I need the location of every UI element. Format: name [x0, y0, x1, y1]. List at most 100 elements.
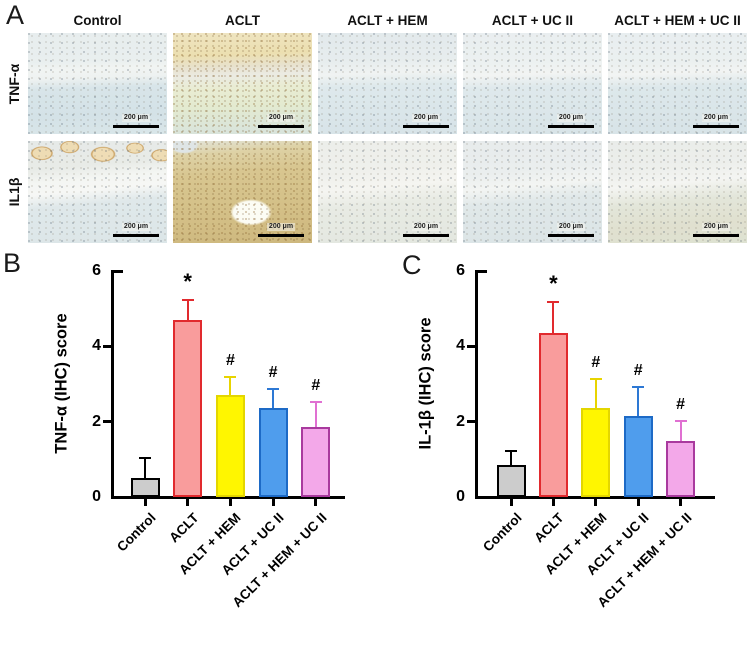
scale-bar-line [258, 233, 304, 237]
y-tick [103, 420, 111, 424]
column-header-aclt-ucii: ACLT + UC II [491, 13, 574, 28]
x-tick [594, 499, 598, 506]
y-axis-top-hook [114, 270, 123, 273]
micrograph-il1b-hem: 200 μm [318, 141, 457, 243]
panel-a-letter: A [6, 0, 25, 30]
error-bar-line [594, 378, 597, 410]
column-header-aclt-hem-ucii: ACLT + HEM + UC II [614, 13, 741, 28]
column-header-control: Control [73, 13, 122, 28]
y-tick [103, 344, 111, 348]
x-tick [551, 499, 555, 506]
scale-bar-line [693, 124, 739, 128]
x-tick [143, 499, 147, 506]
scale-bar: 200 μm [693, 106, 739, 128]
panel-c-letter: C [402, 250, 422, 280]
il1-beta-ihc-bar-chart: IL-1β (IHC) score 0 2 4 6 Control ACLT * ACLT +… [376, 250, 752, 668]
error-bar-line [186, 299, 189, 321]
scale-bar-line [113, 124, 159, 128]
scale-bar-label: 200 μm [411, 113, 441, 122]
bar-aclt-hem-uc-ii [301, 427, 331, 497]
micrograph-tnf-control: 200 μm [28, 33, 167, 134]
scale-bar-label: 200 μm [556, 222, 586, 231]
bar-control [130, 478, 160, 497]
panel-b-letter: B [3, 248, 22, 278]
scale-bar-label: 200 μm [411, 222, 441, 231]
scale-bar: 200 μm [258, 215, 304, 237]
significance-marker: # [591, 354, 601, 372]
bar-aclt-hem [581, 408, 611, 497]
scale-bar: 200 μm [258, 106, 304, 128]
tnf-alpha-ihc-bar-chart: TNF-α (IHC) score 0 2 4 6 Control ACLT * ACLT +… [0, 250, 376, 668]
scale-bar-line [403, 233, 449, 237]
scale-bar-label: 200 μm [701, 222, 731, 231]
bar-aclt-uc-ii [623, 416, 653, 497]
scale-bar-line [403, 124, 449, 128]
bar-aclt-hem [215, 395, 245, 497]
x-tick [271, 499, 275, 506]
scale-bar: 200 μm [403, 215, 449, 237]
x-tick [509, 499, 513, 506]
row-label-il1-beta: IL1β [6, 177, 22, 207]
micrograph-il1b-hem-ucii: 200 μm [608, 141, 747, 243]
y-axis-title-tnf: TNF-α (IHC) score [52, 313, 71, 454]
scale-bar-label: 200 μm [121, 113, 151, 122]
column-header-aclt: ACLT [225, 13, 260, 28]
y-tick-label: 2 [92, 412, 101, 430]
bar-aclt-hem-uc-ii [666, 440, 696, 497]
y-tick-label: 0 [456, 488, 465, 505]
bar-aclt [173, 319, 203, 497]
error-bar-line [679, 419, 682, 442]
scale-bar-label: 200 μm [266, 222, 296, 231]
significance-marker: # [225, 352, 235, 370]
column-header-aclt-hem: ACLT + HEM [347, 13, 428, 28]
y-tick-label: 6 [456, 262, 465, 279]
scale-bar-line [548, 233, 594, 237]
error-bar-cap [547, 301, 560, 304]
error-bar-line [272, 387, 275, 410]
scale-bar: 200 μm [548, 106, 594, 128]
micrograph-il1b-ucii: 200 μm [463, 141, 602, 243]
scale-bar: 200 μm [113, 106, 159, 128]
significance-marker: # [311, 376, 321, 394]
y-axis-top-hook [478, 270, 487, 273]
scale-bar-label: 200 μm [701, 113, 731, 122]
y-tick [467, 344, 475, 348]
error-bar-line [637, 385, 640, 417]
error-bar-cap [632, 385, 645, 388]
x-tick [314, 499, 318, 506]
significance-marker: * [183, 269, 192, 295]
y-tick-label: 4 [456, 337, 465, 355]
scale-bar-line [258, 124, 304, 128]
scale-bar-label: 200 μm [266, 113, 296, 122]
error-bar-line [510, 449, 512, 466]
micrograph-tnf-ucii: 200 μm [463, 33, 602, 134]
scale-bar: 200 μm [403, 106, 449, 128]
error-bar-cap [181, 299, 194, 302]
bar-aclt [538, 333, 568, 497]
significance-marker: # [676, 395, 686, 413]
error-bar-cap [309, 400, 322, 403]
error-bar-cap [505, 449, 517, 452]
significance-marker: * [549, 271, 558, 297]
x-tick [186, 499, 190, 506]
error-bar-cap [139, 457, 151, 460]
y-axis [111, 270, 114, 499]
x-tick [228, 499, 232, 506]
scale-bar-line [548, 124, 594, 128]
y-tick-label: 0 [92, 488, 101, 505]
y-axis-title-il1b: IL-1β (IHC) score [416, 317, 435, 450]
x-axis [111, 496, 345, 499]
micrograph-il1b-aclt: 200 μm [173, 141, 312, 243]
micrograph-tnf-aclt: 200 μm [173, 33, 312, 134]
scale-bar-label: 200 μm [556, 113, 586, 122]
bar-control [496, 464, 526, 497]
x-tick [636, 499, 640, 506]
significance-marker: # [268, 363, 278, 381]
error-bar-cap [674, 419, 687, 422]
scale-bar: 200 μm [693, 215, 739, 237]
error-bar-cap [267, 387, 280, 390]
scale-bar: 200 μm [548, 215, 594, 237]
micrograph-tnf-hem: 200 μm [318, 33, 457, 134]
micrograph-tnf-hem-ucii: 200 μm [608, 33, 747, 134]
